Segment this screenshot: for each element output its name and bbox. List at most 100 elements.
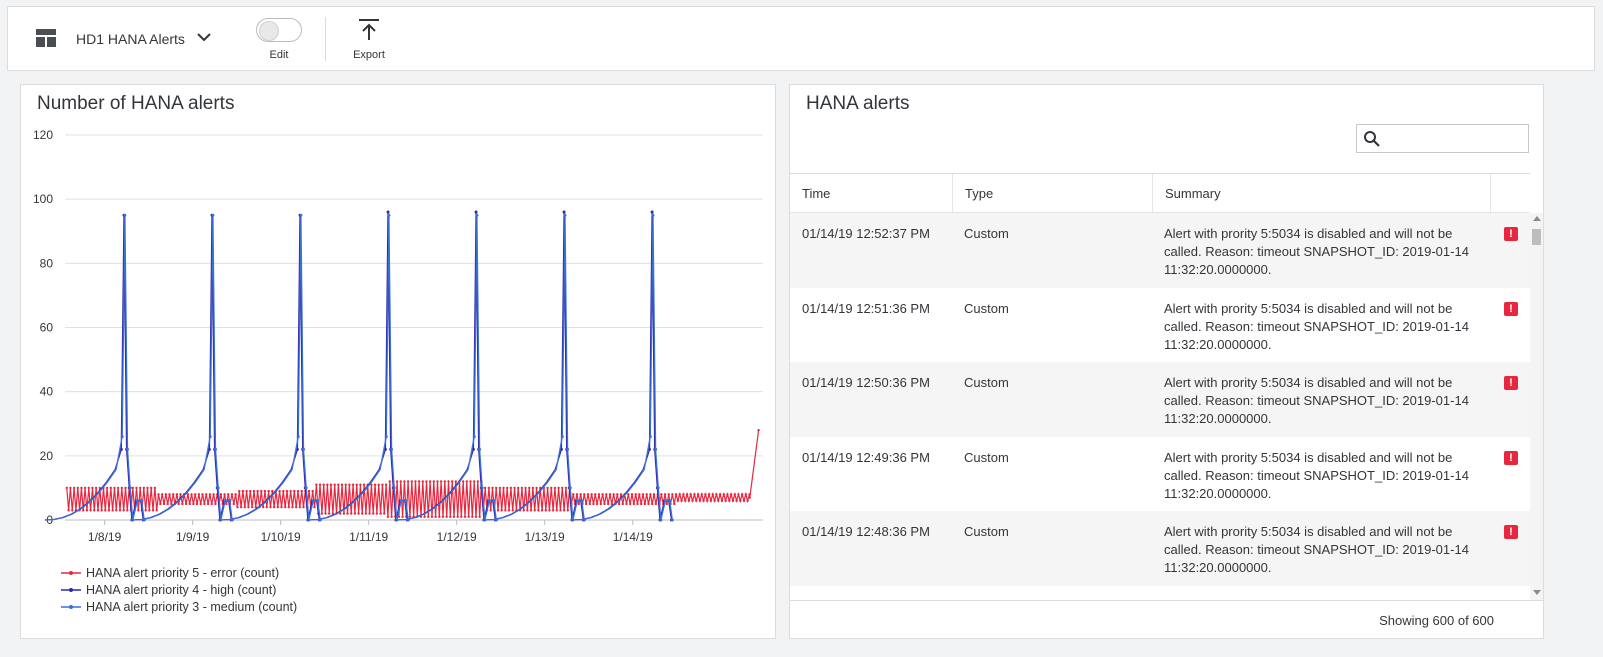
data-point-priority-5 (263, 489, 267, 493)
table-row[interactable]: 01/14/19 12:48:36 PM Custom Alert with pro… (790, 511, 1530, 586)
data-point-priority-5 (395, 480, 399, 483)
data-point-priority-5 (137, 509, 140, 512)
data-point-priority-5 (296, 489, 300, 493)
data-point-priority-5 (254, 505, 257, 509)
data-point-priority-5 (138, 486, 142, 490)
data-point-priority-5 (214, 502, 217, 506)
data-point-priority-5 (96, 509, 100, 512)
export-button-label[interactable]: Export (353, 49, 385, 61)
data-point-priority-5 (313, 505, 316, 509)
chevron-down-icon[interactable] (194, 27, 214, 47)
data-point-priority-5 (685, 493, 689, 496)
data-point-priority-5 (105, 486, 109, 490)
data-point-priority-5 (337, 483, 340, 486)
column-header-summary[interactable]: Summary (1153, 174, 1491, 213)
dashboard-title[interactable]: HD1 HANA Alerts (76, 31, 185, 47)
search-input[interactable] (1356, 124, 1529, 153)
data-point-priority-5 (432, 480, 436, 483)
table-scrollbar[interactable] (1530, 213, 1543, 600)
data-point-priority-5 (551, 509, 555, 512)
scrollbar-thumb[interactable] (1532, 229, 1541, 245)
data-point-priority-3 (395, 518, 399, 522)
data-point-priority-5 (447, 480, 450, 483)
data-point-priority-5 (720, 499, 724, 502)
data-point-priority-3 (299, 213, 303, 217)
data-point-priority-5 (595, 502, 599, 506)
legend-swatch-icon (61, 571, 81, 575)
data-point-priority-5 (691, 499, 694, 502)
data-point-priority-5 (524, 486, 527, 490)
data-point-priority-5 (329, 483, 333, 486)
data-point-priority-5 (186, 493, 190, 496)
data-point-priority-5 (361, 512, 364, 515)
data-point-priority-3 (214, 447, 218, 451)
data-point-priority-5 (682, 493, 685, 496)
data-point-priority-5 (300, 489, 303, 493)
y-tick-label: 120 (33, 128, 53, 142)
data-point-priority-5 (671, 493, 674, 496)
data-point-priority-5 (195, 502, 199, 506)
data-point-priority-5 (617, 502, 621, 506)
data-point-priority-5 (483, 486, 487, 490)
search-icon (1364, 131, 1380, 147)
data-point-priority-5 (256, 489, 259, 493)
edit-toggle[interactable] (256, 18, 302, 42)
data-point-priority-5 (562, 509, 566, 512)
data-point-priority-5 (513, 486, 516, 490)
data-point-priority-5 (388, 480, 391, 483)
cell-type: Custom (964, 375, 1009, 390)
data-point-priority-5 (676, 499, 680, 502)
legend-label: HANA alert priority 5 - error (count) (86, 566, 280, 580)
column-header-type[interactable]: Type (953, 174, 1153, 213)
data-point-priority-3 (566, 447, 570, 451)
table-row[interactable]: 01/14/19 12:49:36 PM Custom Alert with pro… (790, 436, 1530, 511)
data-point-priority-5 (203, 502, 206, 506)
data-point-priority-5 (643, 502, 647, 506)
data-point-priority-5 (652, 493, 656, 496)
scroll-up-arrow-icon[interactable] (1533, 216, 1541, 221)
series-line-priority-3 (45, 215, 145, 521)
data-point-priority-5 (379, 512, 382, 515)
data-point-priority-5 (190, 493, 193, 496)
data-point-priority-5 (561, 486, 564, 490)
data-point-priority-3 (135, 499, 139, 503)
y-tick-label: 20 (40, 449, 54, 463)
table-row[interactable]: Alert with prority 5:5034 is disabled an… (790, 585, 1530, 600)
data-point-priority-5 (159, 502, 162, 506)
data-point-priority-3 (580, 499, 584, 503)
data-point-priority-5 (577, 502, 580, 506)
data-point-priority-3 (399, 499, 403, 503)
data-point-priority-5 (410, 480, 413, 483)
data-point-priority-5 (509, 486, 513, 490)
series-line-priority-3 (133, 215, 233, 521)
data-point-priority-5 (100, 509, 103, 512)
data-point-priority-5 (280, 505, 283, 509)
data-point-priority-3 (311, 499, 315, 503)
data-point-priority-5 (197, 493, 201, 496)
data-point-priority-5 (641, 493, 645, 496)
data-point-priority-5 (504, 509, 507, 512)
export-icon[interactable] (358, 18, 380, 42)
data-point-priority-5 (726, 493, 729, 496)
data-point-priority-5 (709, 499, 713, 502)
table-row[interactable]: 01/14/19 12:51:36 PM Custom Alert with pro… (790, 287, 1530, 362)
data-point-priority-5 (550, 486, 553, 490)
error-priority-icon: ! (1504, 525, 1518, 539)
column-header-time[interactable]: Time (790, 174, 953, 213)
cell-summary: Alert with prority 5:5034 is disabled an… (1164, 524, 1469, 575)
data-point-priority-5 (357, 512, 360, 515)
data-point-priority-5 (76, 486, 79, 490)
data-point-priority-5 (476, 480, 480, 483)
data-point-priority-5 (454, 480, 458, 483)
data-point-priority-5 (146, 486, 149, 490)
dashboard-layout-icon[interactable] (36, 29, 56, 47)
cell-summary: Alert with prority 5:5034 is disabled an… (1164, 375, 1469, 426)
data-point-priority-5 (500, 509, 503, 512)
data-point-priority-5 (85, 509, 89, 512)
data-point-priority-5 (355, 483, 358, 486)
table-row[interactable]: 01/14/19 12:52:37 PM Custom Alert with pro… (790, 213, 1530, 288)
table-row[interactable]: 01/14/19 12:50:36 PM Custom Alert with pro… (790, 362, 1530, 437)
data-point-priority-5 (463, 515, 467, 518)
scroll-down-arrow-icon[interactable] (1533, 590, 1541, 595)
data-point-priority-5 (364, 512, 368, 515)
